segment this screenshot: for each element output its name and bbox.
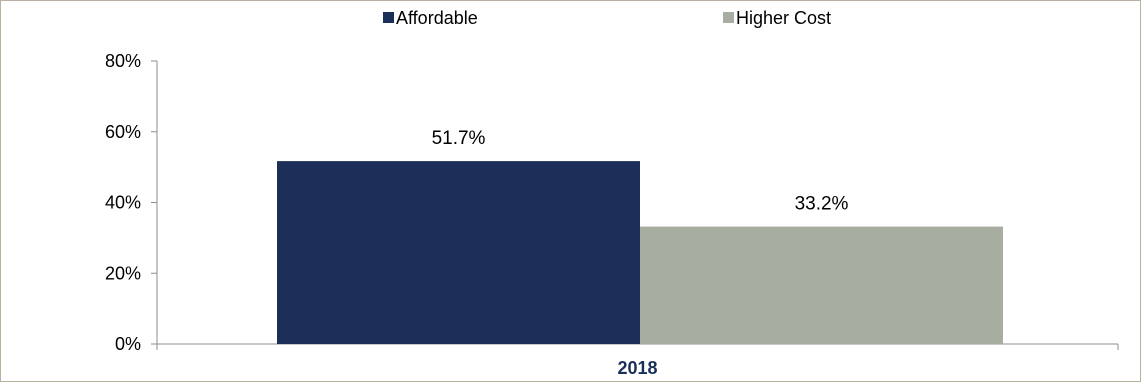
legend: Affordable Higher Cost: [383, 8, 831, 28]
y-tick-label: 20%: [105, 263, 141, 283]
data-label: 33.2%: [795, 194, 849, 215]
y-tick-label: 60%: [105, 122, 141, 142]
y-axis: 0% 20% 40% 60% 80%: [105, 51, 158, 354]
y-tick-label: 40%: [105, 193, 141, 213]
legend-swatch: [383, 12, 394, 23]
y-tick-label: 80%: [105, 51, 141, 71]
legend-label: Affordable: [396, 8, 478, 28]
bars: [277, 161, 1003, 344]
legend-label: Higher Cost: [736, 8, 831, 28]
bar-higher-cost: [640, 226, 1003, 344]
data-label: 51.7%: [432, 128, 486, 149]
data-labels: 51.7% 33.2%: [432, 128, 849, 214]
y-tick-label: 0%: [115, 334, 141, 354]
x-category-label: 2018: [617, 358, 657, 378]
bar-affordable: [277, 161, 640, 344]
legend-swatch: [723, 12, 734, 23]
x-axis: 2018: [156, 343, 1119, 378]
